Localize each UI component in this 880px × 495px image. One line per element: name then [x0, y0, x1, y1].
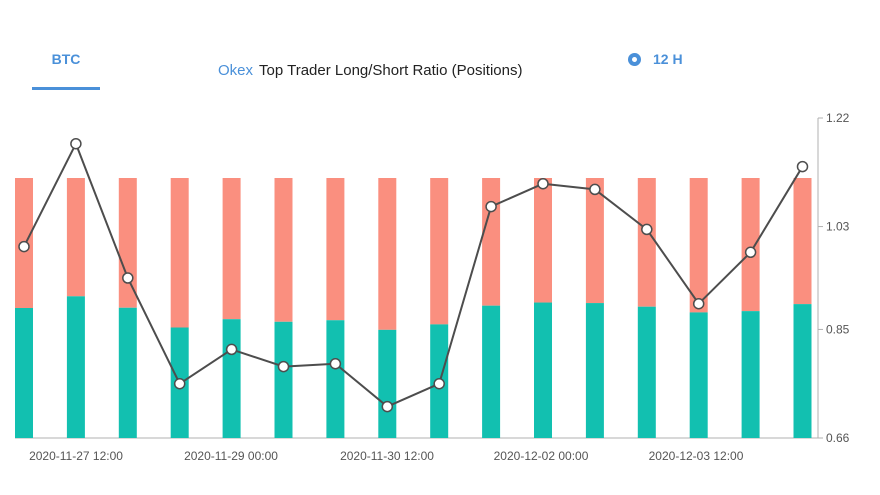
long-bar	[689, 312, 708, 438]
ratio-point	[433, 377, 445, 390]
long-bar	[118, 307, 137, 438]
interval-selector[interactable]: 12 H	[628, 51, 683, 67]
x-tick-label: 2020-11-27 12:00	[29, 449, 123, 463]
y-tick-label: 1.03	[826, 220, 850, 234]
ratio-point	[744, 246, 757, 259]
short-bar	[689, 178, 708, 313]
short-bar	[585, 178, 604, 304]
x-tick-label: 2020-12-03 12:00	[649, 449, 744, 463]
y-tick-label: 1.22	[826, 111, 850, 125]
short-bar	[482, 178, 501, 306]
short-bar	[637, 178, 656, 307]
short-bar	[430, 178, 449, 325]
ratio-point	[692, 297, 705, 310]
long-bar	[222, 319, 241, 438]
long-bar	[534, 302, 552, 438]
short-bar	[534, 178, 552, 303]
ratio-point	[18, 240, 30, 253]
interval-label: 12 H	[653, 51, 683, 67]
long-bar	[66, 296, 85, 438]
ratio-point	[485, 200, 497, 213]
ratio-point	[329, 357, 342, 370]
chart-title: Okex Top Trader Long/Short Ratio (Positio…	[218, 62, 522, 79]
long-bar	[741, 311, 760, 438]
short-bar	[222, 178, 241, 320]
ratio-point	[537, 177, 549, 190]
tab-btc-label: BTC	[51, 51, 81, 67]
x-tick-label: 2020-11-29 00:00	[184, 449, 278, 463]
ratio-point	[225, 343, 238, 356]
long-bar	[326, 320, 345, 438]
ratio-point	[122, 272, 134, 284]
chart-title-text: Top Trader Long/Short Ratio (Positions)	[259, 62, 523, 79]
ratio-point	[589, 183, 601, 196]
short-bar	[274, 178, 293, 322]
long-bar	[274, 321, 293, 438]
ratio-point	[796, 160, 809, 173]
long-bar	[637, 306, 656, 438]
long-bar	[585, 303, 604, 438]
long-bar	[793, 304, 812, 438]
long-bar	[378, 329, 397, 438]
ratio-point	[70, 137, 82, 150]
x-tick-label: 2020-12-02 00:00	[494, 449, 589, 463]
short-bar	[118, 178, 137, 308]
ratio-point	[173, 377, 186, 390]
short-bar	[170, 178, 189, 328]
short-bar	[741, 178, 760, 312]
tab-active-underline	[32, 87, 100, 90]
ratio-line	[23, 142, 804, 408]
exchange-name: Okex	[218, 62, 254, 79]
radio-dot-icon	[628, 52, 641, 66]
tab-btc[interactable]: BTC	[32, 40, 100, 90]
y-tick-label: 0.66	[826, 431, 850, 445]
short-bar	[378, 178, 397, 330]
y-tick-label: 0.85	[826, 322, 850, 336]
ratio-point	[381, 400, 394, 413]
short-bar	[326, 178, 345, 321]
short-bar	[793, 178, 812, 305]
ratio-point	[277, 360, 290, 373]
long-bar	[482, 305, 501, 438]
long-bar	[15, 308, 33, 438]
ratio-point	[641, 223, 653, 236]
short-bar	[66, 178, 85, 297]
x-tick-label: 2020-11-30 12:00	[340, 449, 434, 463]
